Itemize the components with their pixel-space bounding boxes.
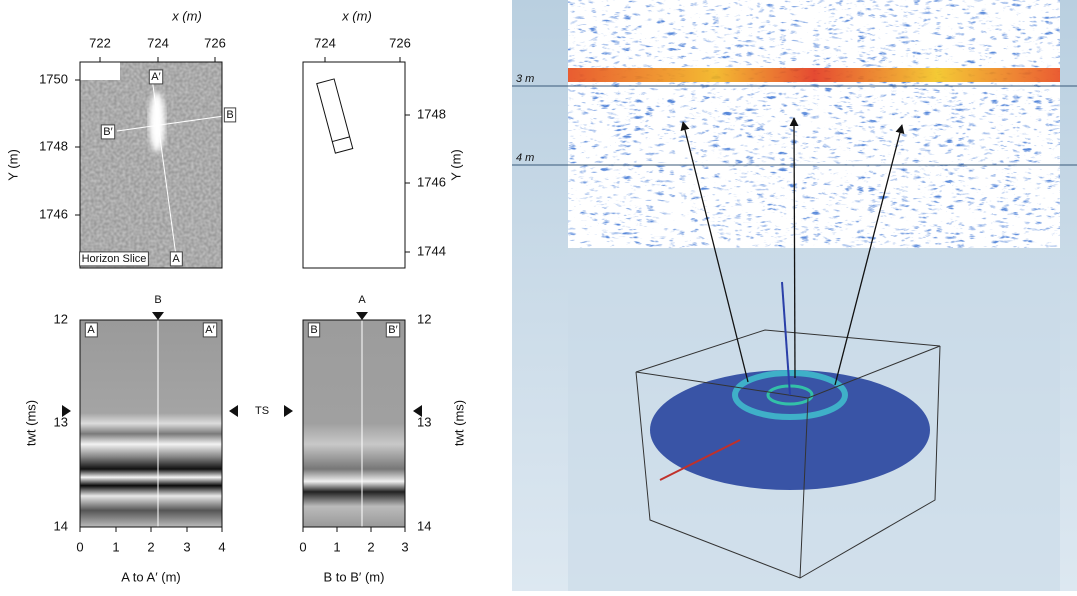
profile-label: B	[226, 109, 233, 121]
radar-texture	[568, 0, 1060, 248]
depth-label: 3 m	[516, 73, 534, 85]
y-tick-label: 14	[54, 518, 68, 533]
x-tick-label: 1	[333, 539, 340, 554]
x-tick-label: 726	[389, 35, 411, 50]
section-image	[80, 320, 222, 527]
x-axis-title: x (m)	[341, 8, 372, 23]
reflector-band	[568, 68, 1060, 82]
section-end-label: B′	[388, 324, 397, 336]
y-tick-label: 1746	[39, 206, 68, 221]
figure: x (m) 722 724 726 Y (m) 1750 1748 1746 A′ B B′ Hori…	[0, 0, 1077, 591]
no-data-area	[80, 62, 120, 80]
x-tick-label: 0	[76, 539, 83, 554]
x-tick-label: 2	[147, 539, 154, 554]
y-tick-label: 14	[417, 518, 431, 533]
x-tick-label: 722	[89, 35, 111, 50]
x-tick-label: 724	[314, 35, 336, 50]
x-axis-title: A to A′ (m)	[121, 569, 181, 584]
y-tick-label: 1746	[417, 174, 446, 189]
x-tick-label: 3	[183, 539, 190, 554]
x-tick-label: 726	[204, 35, 226, 50]
y-tick-label: 12	[417, 311, 431, 326]
x-tick-label: 0	[299, 539, 306, 554]
tie-label: TS	[255, 405, 269, 417]
panel-frame	[303, 62, 405, 268]
x-axis-title: B to B′ (m)	[324, 569, 385, 584]
profile-label: B′	[103, 126, 112, 138]
profile-label: Horizon Slice	[82, 253, 147, 265]
y-axis-title: Y (m)	[5, 149, 20, 181]
y-axis-title: twt (ms)	[23, 400, 38, 446]
slice-texture	[80, 62, 222, 268]
tie-marker-label: A	[358, 294, 366, 306]
y-tick-label: 12	[54, 311, 68, 326]
x-tick-label: 724	[147, 35, 169, 50]
profile-label: A′	[151, 71, 160, 83]
section-image	[303, 320, 405, 527]
y-axis-title: twt (ms)	[451, 400, 466, 446]
y-tick-label: 1744	[417, 243, 446, 258]
x-tick-label: 1	[112, 539, 119, 554]
y-tick-label: 13	[54, 414, 68, 429]
y-axis-title: Y (m)	[448, 149, 463, 181]
section-end-label: A	[87, 324, 95, 336]
y-tick-label: 13	[417, 414, 431, 429]
y-tick-label: 1750	[39, 71, 68, 86]
y-tick-label: 1748	[39, 138, 68, 153]
x-tick-label: 2	[367, 539, 374, 554]
x-tick-label: 3	[401, 539, 408, 554]
section-end-label: B	[310, 324, 317, 336]
x-tick-label: 4	[218, 539, 225, 554]
tie-marker-label: B	[154, 294, 161, 306]
bright-anomaly	[149, 92, 165, 152]
y-tick-label: 1748	[417, 106, 446, 121]
profile-label: A	[172, 253, 180, 265]
section-end-label: A′	[205, 324, 214, 336]
depth-label: 4 m	[516, 152, 534, 164]
x-axis-title: x (m)	[171, 8, 202, 23]
